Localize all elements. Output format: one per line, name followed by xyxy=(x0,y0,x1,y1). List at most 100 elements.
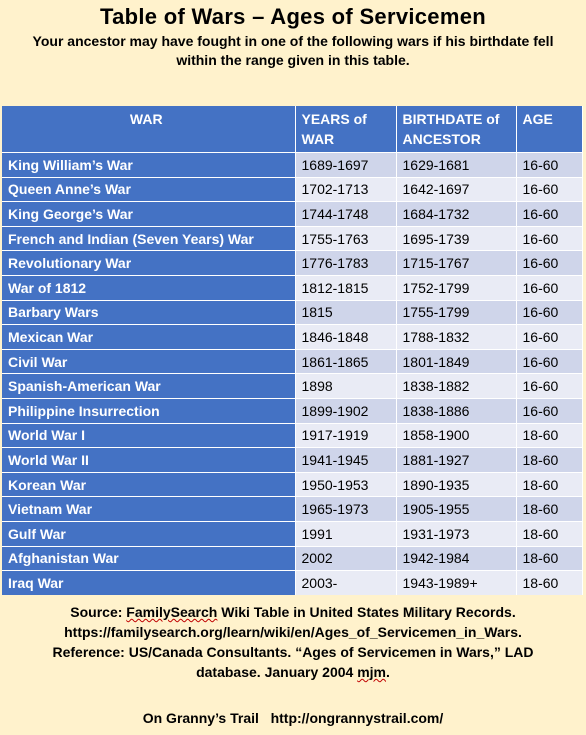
source-note: Source: FamilySearch Wiki Table in Unite… xyxy=(0,602,586,682)
header-years: YEARS of WAR xyxy=(295,106,397,153)
cell-age: 16-60 xyxy=(516,225,583,251)
table-row: Korean War 1950-1953 1890-1935 18-60 xyxy=(2,471,583,497)
table-row: World War I 1917-1919 1858-1900 18-60 xyxy=(2,422,583,448)
cell-years: 1755-1763 xyxy=(295,225,397,251)
table-row: King William’s War 1689-1697 1629-1681 16-6… xyxy=(2,152,583,178)
cell-war: Revolutionary War xyxy=(2,250,296,276)
source-prefix: Source: xyxy=(70,604,127,620)
cell-war: Afghanistan War xyxy=(2,545,296,571)
table-row: Iraq War 2003- 1943-1989+ 18-60 xyxy=(2,570,583,595)
source-line-1: Source: FamilySearch Wiki Table in Unite… xyxy=(0,602,586,622)
page-subtitle: Your ancestor may have fought in one of … xyxy=(32,33,554,68)
cell-birthdate: 1858-1900 xyxy=(396,422,517,448)
cell-birthdate: 1838-1882 xyxy=(396,373,517,399)
cell-age: 16-60 xyxy=(516,152,583,178)
cell-birthdate: 1684-1732 xyxy=(396,201,517,227)
cell-age: 16-60 xyxy=(516,176,583,202)
source-line-3: Reference: US/Canada Consultants. “Ages … xyxy=(52,644,534,660)
cell-years: 1950-1953 xyxy=(295,471,397,497)
table-row: Gulf War 1991 1931-1973 18-60 xyxy=(2,520,583,546)
header-years-line2: WAR xyxy=(301,131,335,147)
cell-years: 1812-1815 xyxy=(295,274,397,301)
footer: On Granny’s Trail http://ongrannystrail.… xyxy=(0,710,586,726)
cell-years: 1899-1902 xyxy=(295,397,397,424)
table-row: Afghanistan War 2002 1942-1984 18-60 xyxy=(2,545,583,571)
cell-war: Barbary Wars xyxy=(2,299,296,325)
cell-age: 16-60 xyxy=(516,397,583,424)
cell-birthdate: 1629-1681 xyxy=(396,152,517,178)
table-row: World War II 1941-1945 1881-1927 18-60 xyxy=(2,447,583,473)
cell-age: 16-60 xyxy=(516,373,583,399)
cell-age: 18-60 xyxy=(516,447,583,473)
cell-years: 1689-1697 xyxy=(295,152,397,178)
cell-years: 1917-1919 xyxy=(295,422,397,448)
table-body: King William’s War 1689-1697 1629-1681 16-6… xyxy=(2,152,583,595)
cell-war: Vietnam War xyxy=(2,496,296,522)
table-row: Queen Anne’s War 1702-1713 1642-1697 16-60 xyxy=(2,176,583,202)
cell-war: Iraq War xyxy=(2,570,296,595)
cell-birthdate: 1801-1849 xyxy=(396,348,517,374)
header-war: WAR xyxy=(2,106,296,153)
table-row: Philippine Insurrection 1899-1902 1838-188… xyxy=(2,397,583,424)
cell-years: 1846-1848 xyxy=(295,324,397,350)
header-birthdate: BIRTHDATE of ANCESTOR xyxy=(396,106,517,153)
table-header-row: WAR YEARS of WAR BIRTHDATE of ANCESTOR A… xyxy=(2,106,583,153)
cell-years: 1744-1748 xyxy=(295,201,397,227)
cell-years: 2002 xyxy=(295,545,397,571)
table-row: Revolutionary War 1776-1783 1715-1767 16-60 xyxy=(2,250,583,276)
page-title: Table of Wars – Ages of Servicemen xyxy=(100,4,486,29)
cell-birthdate: 1642-1697 xyxy=(396,176,517,202)
cell-years: 1861-1865 xyxy=(295,348,397,374)
cell-years: 2003- xyxy=(295,570,397,595)
cell-years: 1898 xyxy=(295,373,397,399)
table-row: French and Indian (Seven Years) War 1755-… xyxy=(2,225,583,251)
header-birthdate-line1: BIRTHDATE of xyxy=(402,111,500,127)
table-row: Vietnam War 1965-1973 1905-1955 18-60 xyxy=(2,496,583,522)
cell-age: 16-60 xyxy=(516,201,583,227)
cell-war: Philippine Insurrection xyxy=(2,397,296,424)
cell-birthdate: 1755-1799 xyxy=(396,299,517,325)
source-link-familysearch: FamilySearch xyxy=(126,604,218,620)
cell-age: 16-60 xyxy=(516,274,583,301)
footer-url: http://ongrannystrail.com/ xyxy=(270,710,444,726)
cell-age: 16-60 xyxy=(516,250,583,276)
cell-birthdate: 1838-1886 xyxy=(396,397,517,424)
cell-war: Korean War xyxy=(2,471,296,497)
cell-birthdate: 1752-1799 xyxy=(396,274,517,301)
source-period: . xyxy=(386,664,390,680)
cell-war: Gulf War xyxy=(2,520,296,546)
cell-years: 1815 xyxy=(295,299,397,325)
table-row: King George’s War 1744-1748 1684-1732 16-60 xyxy=(2,201,583,227)
cell-birthdate: 1943-1989+ xyxy=(396,570,517,595)
cell-age: 18-60 xyxy=(516,570,583,595)
cell-years: 1941-1945 xyxy=(295,447,397,473)
source-suffix: Wiki Table in United States Military Rec… xyxy=(217,604,516,620)
cell-war: Mexican War xyxy=(2,324,296,350)
cell-war: World War I xyxy=(2,422,296,448)
cell-war: French and Indian (Seven Years) War xyxy=(2,225,296,251)
cell-birthdate: 1788-1832 xyxy=(396,324,517,350)
cell-years: 1965-1973 xyxy=(295,496,397,522)
header-years-line1: YEARS of xyxy=(301,111,367,127)
table-row: Spanish-American War 1898 1838-1882 16-60 xyxy=(2,373,583,399)
table-row: War of 1812 1812-1815 1752-1799 16-60 xyxy=(2,274,583,301)
cell-age: 16-60 xyxy=(516,299,583,325)
cell-birthdate: 1890-1935 xyxy=(396,471,517,497)
cell-age: 18-60 xyxy=(516,545,583,571)
table-row: Mexican War 1846-1848 1788-1832 16-60 xyxy=(2,324,583,350)
source-line-2: https://familysearch.org/learn/wiki/en/A… xyxy=(64,624,522,640)
cell-birthdate: 1942-1984 xyxy=(396,545,517,571)
cell-war: Queen Anne’s War xyxy=(2,176,296,202)
source-initials: mjm xyxy=(357,664,386,680)
cell-war: Civil War xyxy=(2,348,296,374)
table-row: Barbary Wars 1815 1755-1799 16-60 xyxy=(2,299,583,325)
cell-birthdate: 1905-1955 xyxy=(396,496,517,522)
cell-birthdate: 1695-1739 xyxy=(396,225,517,251)
header-birthdate-line2: ANCESTOR xyxy=(402,131,481,147)
cell-birthdate: 1715-1767 xyxy=(396,250,517,276)
source-line-4: database. January 2004 mjm. xyxy=(0,662,586,682)
cell-birthdate: 1881-1927 xyxy=(396,447,517,473)
source-date: database. January 2004 xyxy=(196,664,358,680)
cell-war: World War II xyxy=(2,447,296,473)
